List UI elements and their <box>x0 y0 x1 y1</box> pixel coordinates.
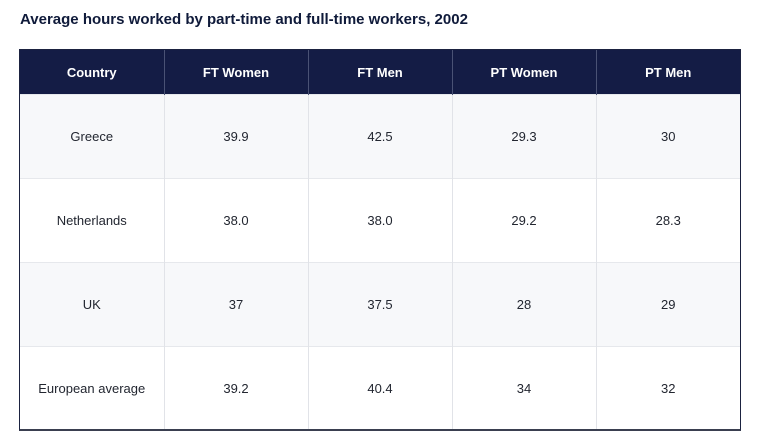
column-header-ft-men: FT Men <box>308 50 453 95</box>
table-cell-value: 38.0 <box>164 178 309 263</box>
table-row: UK 37 37.5 28 29 <box>20 262 740 347</box>
table-cell-value: 40.4 <box>308 346 453 429</box>
data-table-container: Country FT Women FT Men PT Women PT Men … <box>19 49 741 431</box>
table-cell-value: 30 <box>596 94 740 179</box>
table-row: Netherlands 38.0 38.0 29.2 28.3 <box>20 178 740 263</box>
table-cell-value: 29.2 <box>452 178 597 263</box>
column-header-country: Country <box>20 50 165 95</box>
table-cell-value: 39.2 <box>164 346 309 429</box>
table-cell-country: Greece <box>20 94 165 179</box>
table-cell-value: 34 <box>452 346 597 429</box>
column-header-pt-men: PT Men <box>596 50 740 95</box>
column-header-pt-women: PT Women <box>452 50 597 95</box>
table-cell-country: Netherlands <box>20 178 165 263</box>
table-cell-value: 37.5 <box>308 262 453 347</box>
table-cell-value: 28.3 <box>596 178 740 263</box>
table-row: Greece 39.9 42.5 29.3 30 <box>20 94 740 179</box>
table-cell-country: UK <box>20 262 165 347</box>
table-cell-value: 29 <box>596 262 740 347</box>
table-cell-value: 38.0 <box>308 178 453 263</box>
table-cell-value: 29.3 <box>452 94 597 179</box>
table-cell-value: 39.9 <box>164 94 309 179</box>
table-cell-value: 32 <box>596 346 740 429</box>
data-table: Country FT Women FT Men PT Women PT Men … <box>20 50 740 429</box>
table-cell-value: 42.5 <box>308 94 453 179</box>
table-header-row: Country FT Women FT Men PT Women PT Men <box>20 50 740 95</box>
chart-title: Average hours worked by part-time and fu… <box>20 11 468 28</box>
table-cell-value: 28 <box>452 262 597 347</box>
table-row: European average 39.2 40.4 34 32 <box>20 346 740 429</box>
column-header-ft-women: FT Women <box>164 50 309 95</box>
table-cell-value: 37 <box>164 262 309 347</box>
table-cell-country: European average <box>20 346 165 429</box>
